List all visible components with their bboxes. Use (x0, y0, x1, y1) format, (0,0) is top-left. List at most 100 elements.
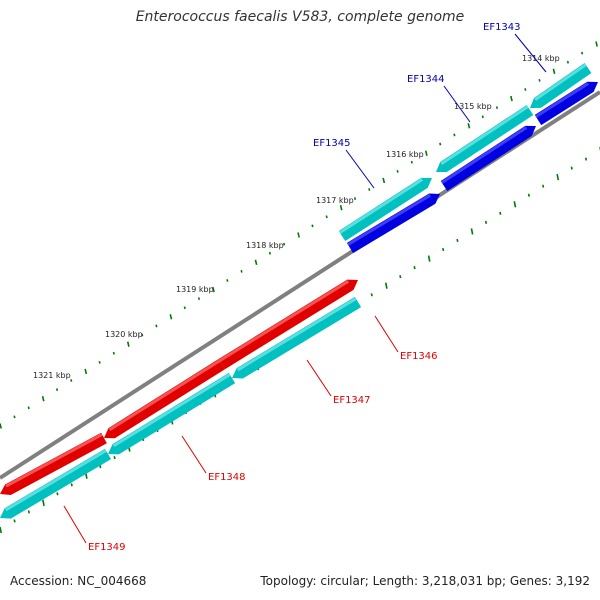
gene-label: EF1348 (208, 472, 246, 483)
ruler-tick (382, 177, 386, 184)
ruler-tick (99, 465, 102, 469)
ruler-tick (595, 41, 598, 47)
ruler-tick (311, 224, 314, 228)
gene-arrow-shade (219, 280, 350, 362)
ruler-tick (84, 368, 88, 375)
gene-arrow (104, 358, 226, 439)
ruler-tick (297, 232, 300, 238)
ruler-tick (552, 68, 556, 74)
ruler-tick (13, 415, 16, 419)
ruler-tick (254, 259, 258, 265)
ruler-tick (566, 60, 569, 64)
ruler-label: 1321 kbp (33, 371, 71, 380)
ruler-label: 1315 kbp (454, 102, 492, 111)
ruler-tick (126, 341, 130, 347)
ruler-tick (283, 242, 286, 246)
ruler-tick (226, 279, 229, 282)
gene-arrow-shade (347, 193, 431, 246)
ruler-tick (581, 51, 584, 55)
ruler-tick (424, 150, 428, 156)
ruler-tick (268, 251, 271, 255)
ruler-tick (0, 526, 2, 534)
ruler-tick (42, 499, 45, 507)
ruler-tick (456, 238, 459, 243)
ruler-tick (484, 220, 488, 224)
gene-callout-line (181, 435, 207, 474)
gene-arrow-shade (535, 82, 590, 118)
gene-label: EF1347 (333, 395, 371, 406)
ruler-tick (510, 95, 513, 102)
gene-arrow (0, 448, 112, 519)
ruler-tick (499, 211, 502, 215)
ruler-tick (55, 388, 59, 392)
ruler-tick (13, 519, 16, 523)
ruler-tick (538, 78, 541, 82)
gene-arrow (440, 125, 536, 192)
map-title: Enterococcus faecalis V583, complete gen… (135, 9, 465, 25)
ruler-tick (339, 205, 343, 211)
ruler-tick (439, 142, 442, 146)
gene-label: EF1343 (483, 22, 521, 33)
ruler-tick (513, 201, 517, 208)
ruler-tick (56, 492, 59, 496)
ruler-tick (370, 293, 373, 297)
ruler-tick (27, 406, 30, 410)
gene-arrow (218, 279, 358, 370)
gene-label: EF1349 (88, 542, 126, 553)
gene-callout-line (374, 315, 399, 353)
ruler-label: 1316 kbp (386, 150, 424, 159)
ruler-tick (169, 314, 173, 320)
ruler-label: 1318 kbp (246, 241, 284, 250)
ruler-tick (584, 157, 588, 161)
ruler-tick (141, 333, 144, 337)
ruler-tick (542, 184, 545, 188)
gene-arrow (436, 104, 534, 173)
ruler-tick (413, 266, 416, 270)
ruler-tick (427, 255, 431, 262)
gene-arrow-shade (236, 297, 357, 372)
gene-arrow (232, 296, 362, 379)
gene-arrow (0, 432, 107, 496)
ruler-tick (495, 106, 499, 110)
gene-arrow-shade (108, 359, 221, 432)
ruler-tick (325, 215, 328, 219)
ruler-tick (410, 160, 413, 164)
ruler-tick (353, 197, 357, 201)
gene-callout-line (345, 149, 375, 189)
ruler-tick (113, 456, 116, 460)
ruler-label: 1317 kbp (316, 196, 354, 205)
ruler-tick (453, 133, 456, 137)
gene-arrow (108, 372, 236, 455)
gene-label: EF1344 (407, 74, 445, 85)
ruler-label: 1320 kbp (105, 330, 143, 339)
ruler-tick (183, 306, 186, 310)
ruler-tick (155, 324, 158, 328)
accession-label: Accession: NC_004668 (10, 574, 147, 588)
ruler-tick (442, 247, 445, 252)
ruler-tick (470, 228, 474, 235)
genome-summary: Topology: circular; Length: 3,218,031 bp… (260, 574, 590, 588)
ruler-tick (112, 351, 115, 355)
gene-arrow (530, 63, 592, 108)
ruler-tick (384, 282, 388, 289)
ruler-tick (481, 115, 484, 119)
gene-arrow-shade (5, 433, 103, 488)
gene-arrow (534, 81, 598, 126)
ruler-tick (527, 193, 530, 197)
ruler-label: 1319 kbp (176, 285, 214, 294)
gene-callout-line (443, 85, 471, 123)
ruler-tick (70, 483, 73, 487)
gene-callout-line (63, 505, 87, 544)
gene-callout-line (514, 33, 547, 73)
gene-callout-line (306, 359, 332, 397)
ruler-tick (570, 166, 573, 170)
gene-label: EF1345 (313, 138, 351, 149)
ruler-tick (524, 88, 527, 91)
ruler-tick (368, 188, 371, 191)
ruler-tick (98, 360, 101, 364)
ruler-tick (399, 275, 402, 279)
gene-arrow-shade (339, 178, 424, 234)
gene-arrow-shade (4, 449, 107, 512)
ruler-tick (41, 396, 45, 402)
